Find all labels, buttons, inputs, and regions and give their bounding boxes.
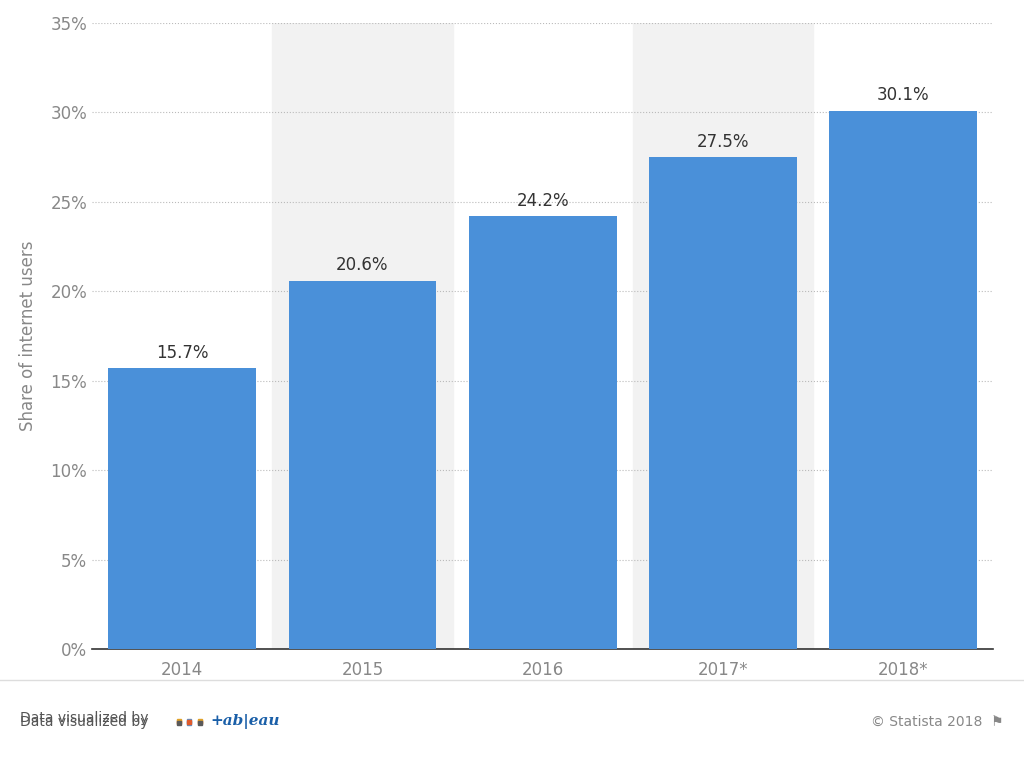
Text: 27.5%: 27.5% <box>696 133 750 151</box>
Text: © Statista 2018  ⚑: © Statista 2018 ⚑ <box>870 715 1004 729</box>
Bar <box>633 23 813 649</box>
Text: 20.6%: 20.6% <box>336 257 389 274</box>
Bar <box>829 111 977 649</box>
Text: 30.1%: 30.1% <box>877 86 930 105</box>
Text: +ab|eau: +ab|eau <box>210 714 280 730</box>
Text: Data visualized by: Data visualized by <box>20 715 148 729</box>
Bar <box>109 368 256 649</box>
Text: 24.2%: 24.2% <box>516 192 569 210</box>
Bar <box>469 216 616 649</box>
Text: Data visualized by: Data visualized by <box>20 711 158 725</box>
Bar <box>272 23 453 649</box>
Bar <box>649 157 797 649</box>
Bar <box>289 280 436 649</box>
Text: 15.7%: 15.7% <box>156 344 209 362</box>
Y-axis label: Share of internet users: Share of internet users <box>18 241 37 432</box>
